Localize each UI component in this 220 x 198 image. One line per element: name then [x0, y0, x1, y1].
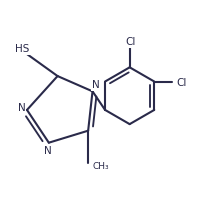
Text: N: N [18, 103, 25, 113]
Text: Cl: Cl [176, 78, 187, 88]
Text: HS: HS [15, 44, 30, 54]
Text: N: N [92, 80, 100, 90]
Text: Cl: Cl [126, 37, 136, 47]
Text: N: N [44, 147, 52, 156]
Text: CH₃: CH₃ [93, 162, 109, 171]
